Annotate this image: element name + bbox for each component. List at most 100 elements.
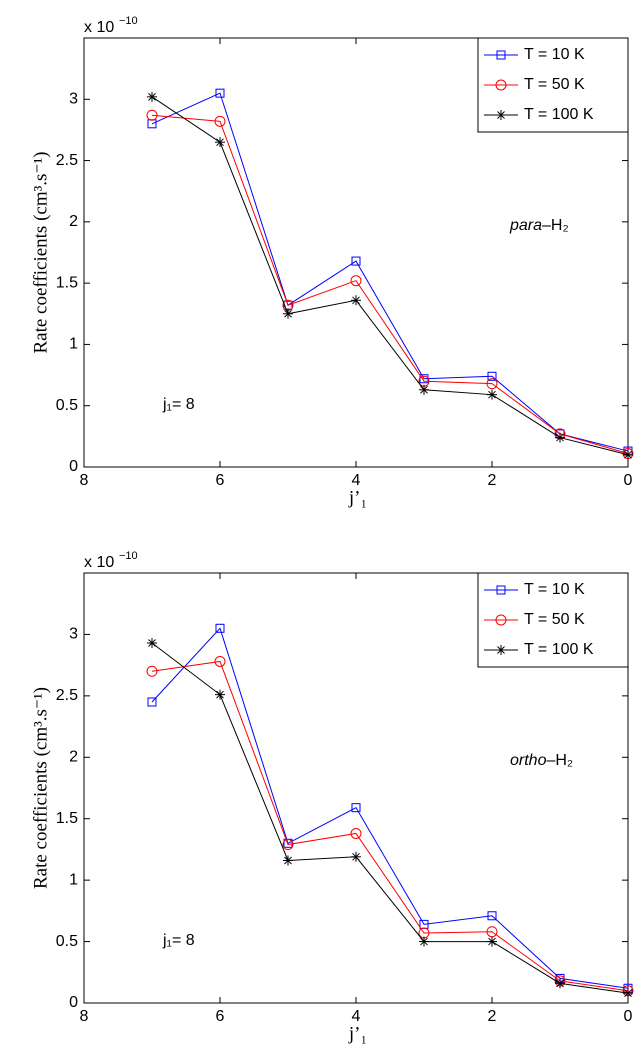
panel-label-italic: para: [509, 217, 542, 234]
marker: [623, 449, 633, 460]
y-tick-label: 1.5: [56, 274, 78, 291]
marker: [351, 851, 361, 862]
marker: [486, 378, 498, 390]
marker: [487, 389, 497, 400]
marker-stroke: [556, 433, 564, 442]
marker-square: [496, 50, 506, 60]
marker-stroke: [556, 979, 564, 988]
marker: [496, 645, 506, 655]
marker-circle: [214, 115, 226, 127]
x-tick-label: 2: [488, 1008, 497, 1025]
y-axis-label: Rate coefficients (cm³.s⁻¹): [30, 151, 51, 353]
marker: [215, 88, 225, 98]
marker-square: [496, 585, 506, 595]
y-tick-label: 0.5: [56, 933, 78, 950]
marker: [487, 936, 497, 947]
marker: [283, 855, 293, 866]
multiplier-exponent: −10: [119, 550, 138, 562]
marker-stroke: [284, 309, 292, 318]
marker-stroke: [488, 937, 496, 946]
marker: [351, 295, 361, 306]
marker-circle: [214, 655, 226, 667]
panel-label-rest: –H₂: [546, 752, 573, 769]
y-tick-label: 2: [69, 749, 78, 766]
marker: [147, 91, 157, 102]
y-tick-label: 2.5: [56, 152, 78, 169]
marker: [487, 911, 497, 921]
marker-circle: [146, 109, 158, 121]
marker-square: [487, 371, 497, 381]
marker-square: [351, 256, 361, 266]
marker-stroke: [352, 296, 360, 305]
marker: [214, 655, 226, 667]
marker-stroke: [420, 937, 428, 946]
panel-label: ortho–H₂: [510, 752, 573, 769]
y-tick-label: 3: [69, 626, 78, 643]
legend-label: T = 50 K: [524, 76, 585, 93]
marker: [555, 432, 565, 443]
x-tick-label: 0: [624, 1008, 633, 1025]
y-tick-label: 1: [69, 336, 78, 353]
multiplier-exponent: −10: [119, 15, 138, 27]
marker-stroke: [216, 690, 224, 699]
legend-label: T = 100 K: [524, 641, 594, 658]
marker-square: [215, 623, 225, 633]
marker: [419, 936, 429, 947]
legend-label: T = 10 K: [524, 46, 585, 63]
marker: [215, 689, 225, 700]
marker-stroke: [624, 989, 632, 998]
marker: [350, 827, 362, 839]
series-line: [151, 114, 629, 454]
marker-stroke: [497, 111, 505, 119]
marker-stroke: [148, 92, 156, 101]
marker-stroke: [216, 138, 224, 147]
marker: [147, 638, 157, 649]
multiplier: x 10: [84, 554, 114, 571]
marker: [215, 137, 225, 148]
marker-circle: [282, 839, 294, 851]
marker-circle: [495, 614, 507, 626]
series-line: [151, 642, 629, 994]
y-tick-label: 3: [69, 91, 78, 108]
marker-circle: [350, 827, 362, 839]
legend-label: T = 10 K: [524, 581, 585, 598]
multiplier: x 10: [84, 19, 114, 36]
marker: [214, 115, 226, 127]
legend-label: T = 50 K: [524, 611, 585, 628]
y-tick-label: 0: [69, 994, 78, 1011]
marker-circle: [350, 275, 362, 287]
marker: [487, 371, 497, 381]
x-tick-label: 8: [80, 472, 89, 489]
x-tick-label: 2: [488, 472, 497, 489]
x-tick-label: 6: [216, 472, 225, 489]
annotation: j₁= 8: [162, 932, 195, 949]
x-axis-label: j’₁: [348, 1023, 367, 1044]
marker-stroke: [497, 646, 505, 654]
x-tick-label: 0: [624, 472, 633, 489]
x-tick-label: 4: [352, 1008, 361, 1025]
marker: [147, 697, 157, 707]
x-axis-label: j’₁: [348, 487, 367, 508]
marker-stroke: [624, 450, 632, 459]
marker: [419, 384, 429, 395]
x-tick-label: 6: [216, 1008, 225, 1025]
marker: [496, 585, 506, 595]
y-tick-label: 0.5: [56, 397, 78, 414]
marker: [496, 50, 506, 60]
y-tick-label: 2.5: [56, 687, 78, 704]
series-line: [151, 627, 629, 989]
marker-stroke: [352, 852, 360, 861]
series-line: [151, 96, 629, 456]
marker: [496, 110, 506, 120]
marker-square: [487, 911, 497, 921]
marker-circle: [495, 79, 507, 91]
marker: [555, 978, 565, 989]
y-tick-label: 1.5: [56, 810, 78, 827]
marker: [215, 623, 225, 633]
marker: [495, 79, 507, 91]
y-axis-label: Rate coefficients (cm³.s⁻¹): [30, 687, 51, 889]
marker-circle: [486, 378, 498, 390]
marker: [146, 665, 158, 677]
x-tick-label: 4: [352, 472, 361, 489]
